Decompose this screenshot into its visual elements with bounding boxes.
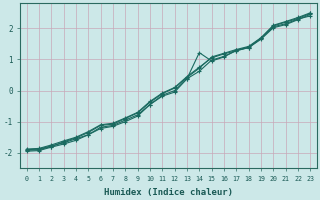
X-axis label: Humidex (Indice chaleur): Humidex (Indice chaleur) — [104, 188, 233, 197]
